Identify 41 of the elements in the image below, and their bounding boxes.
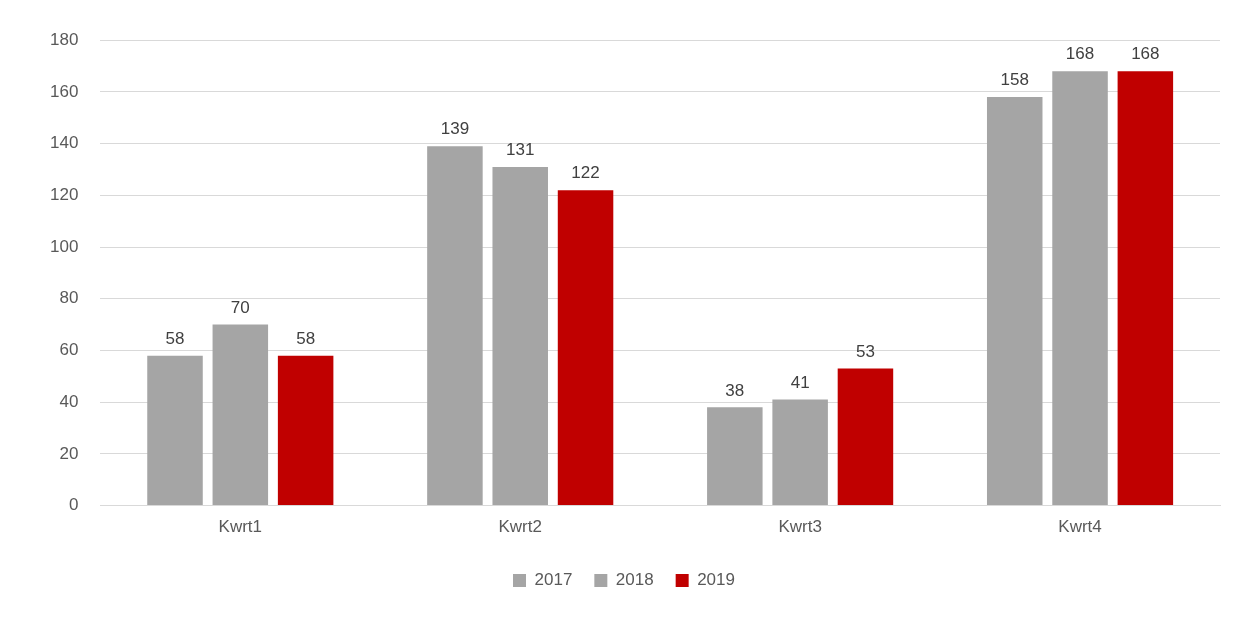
data-label: 168 — [1131, 44, 1160, 64]
data-label: 168 — [1065, 44, 1095, 64]
bar — [1052, 71, 1108, 506]
y-tick-label: 120 — [49, 185, 79, 205]
y-tick-label: 100 — [49, 236, 79, 256]
y-tick-label: 80 — [59, 288, 79, 308]
y-tick-label: 160 — [49, 81, 79, 101]
data-label: 139 — [440, 119, 470, 139]
x-tick-label: Kwrt1 — [218, 517, 263, 537]
data-label: 38 — [725, 380, 745, 400]
data-label: 70 — [230, 297, 250, 317]
bar — [427, 146, 483, 506]
x-tick-label: Kwrt2 — [498, 517, 542, 537]
bar — [986, 97, 1043, 506]
y-tick-label: 180 — [49, 29, 79, 49]
y-tick-label: 20 — [59, 443, 79, 463]
legend-label: 2017 — [534, 570, 573, 590]
x-tick-label: Kwrt4 — [1058, 517, 1102, 537]
bar — [837, 368, 894, 506]
data-label: 158 — [1000, 70, 1029, 90]
x-tick-label: Kwrt3 — [778, 517, 822, 537]
bar — [1117, 71, 1174, 506]
legend-label: 2019 — [697, 570, 735, 590]
data-label: 122 — [571, 163, 600, 183]
data-label: 58 — [165, 328, 185, 348]
bar — [492, 166, 548, 506]
y-tick-label: 60 — [59, 340, 79, 360]
y-tick-label: 40 — [59, 391, 79, 411]
bar — [772, 399, 828, 506]
data-label: 58 — [296, 328, 316, 348]
data-label: 131 — [506, 140, 535, 160]
legend-label: 2018 — [615, 570, 654, 590]
bar — [212, 324, 269, 506]
data-label: 53 — [855, 341, 875, 361]
bar — [147, 355, 203, 506]
data-label: 41 — [790, 372, 810, 392]
bar — [277, 355, 334, 506]
y-tick-label: 0 — [68, 495, 79, 515]
bar — [557, 190, 614, 506]
y-tick-label: 140 — [49, 133, 79, 153]
bar — [707, 407, 763, 506]
